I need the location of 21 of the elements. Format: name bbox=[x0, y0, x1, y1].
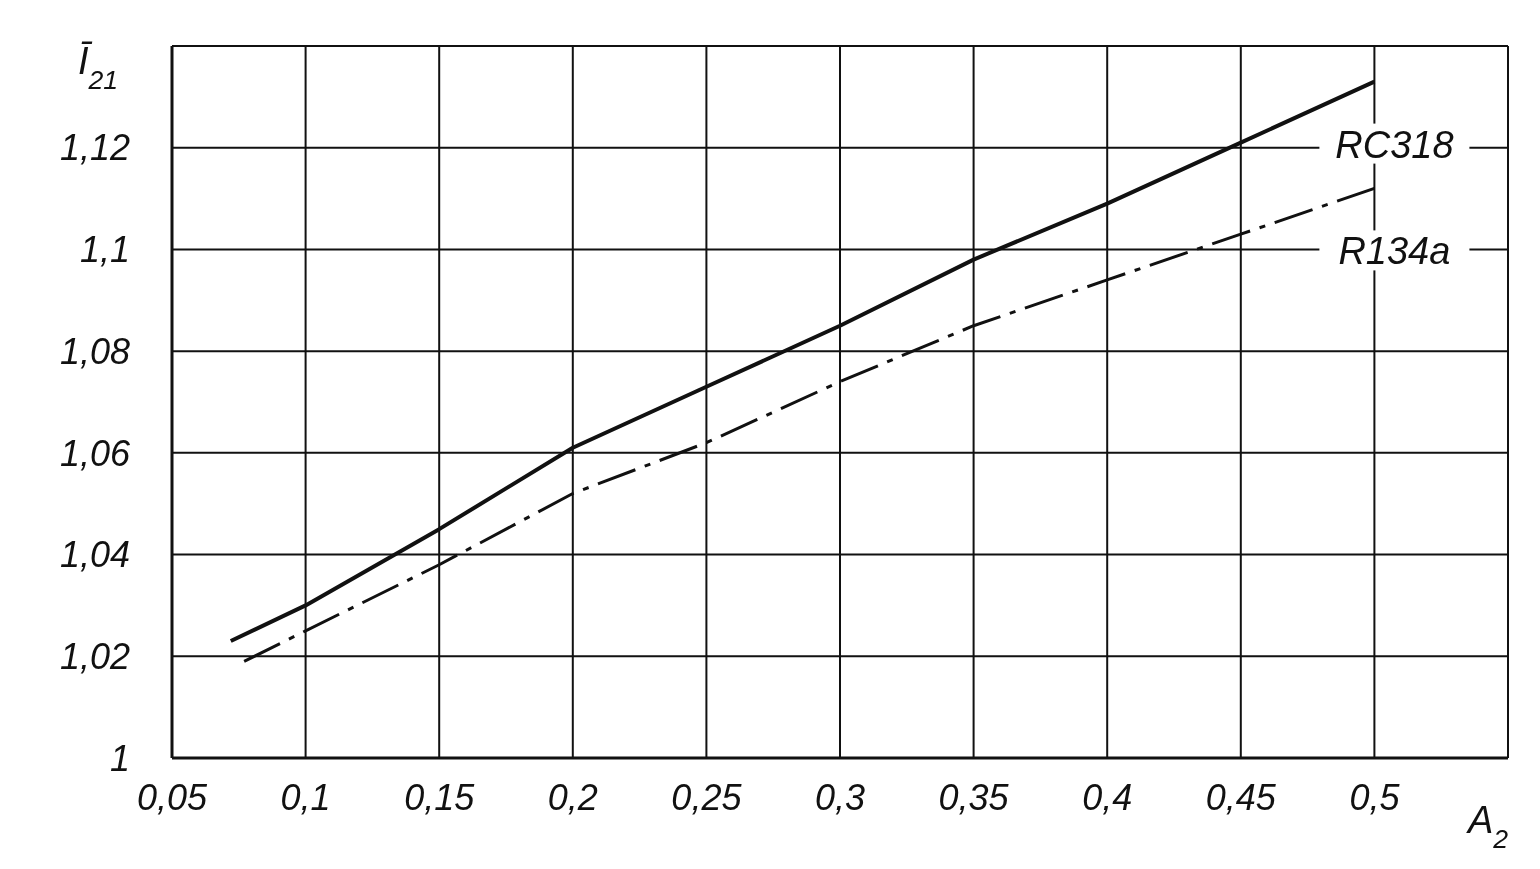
x-tick-label: 0,1 bbox=[280, 776, 331, 818]
y-axis-title: Ī$_{21}$ bbox=[78, 40, 119, 95]
x-axis-title: A$_{2}$ bbox=[1466, 799, 1509, 854]
x-tick-label: 0,45 bbox=[1205, 776, 1277, 818]
y-tick-label: 1,08 bbox=[59, 330, 130, 372]
y-tick-label: 1,12 bbox=[59, 127, 130, 169]
y-tick-label: 1,02 bbox=[59, 636, 130, 678]
x-tick-label: 0,3 bbox=[814, 776, 866, 818]
y-tick-label: 1 bbox=[109, 737, 130, 779]
x-tick-label: 0,15 bbox=[404, 776, 476, 818]
x-tick-label: 0,5 bbox=[1349, 776, 1401, 818]
y-tick-label: 1,04 bbox=[59, 534, 130, 576]
series-label: R134a bbox=[1338, 230, 1451, 273]
y-tick-label: 1,1 bbox=[79, 229, 130, 271]
y-tick-label: 1,06 bbox=[59, 432, 131, 474]
x-tick-label: 0,4 bbox=[1082, 776, 1133, 818]
x-tick-label: 0,2 bbox=[547, 776, 598, 818]
series-label: RC318 bbox=[1335, 123, 1454, 166]
x-tick-label: 0,25 bbox=[671, 776, 743, 818]
x-tick-label: 0,05 bbox=[136, 776, 209, 818]
x-tick-label: 0,35 bbox=[938, 776, 1010, 818]
